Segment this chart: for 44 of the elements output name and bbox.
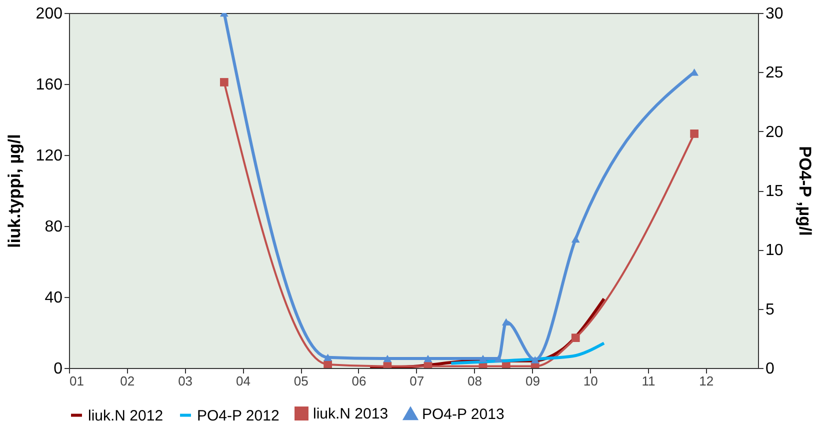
x-tick-label: 01: [70, 374, 84, 388]
legend-label: PO4-P 2013: [422, 406, 504, 423]
x-tick-label: 11: [642, 374, 656, 388]
y2-tick-label: 0: [766, 360, 774, 378]
x-tick-label: 03: [178, 374, 193, 388]
x-tick-label: 08: [468, 374, 482, 388]
x-tick-label: 04: [236, 374, 250, 388]
point: [494, 354, 503, 362]
y-tick-label: 120: [36, 148, 63, 164]
x-tick-label: 07: [410, 374, 424, 388]
y2-tick-label: 10: [766, 242, 784, 260]
point: [324, 360, 332, 368]
x-tick-label: 02: [120, 374, 135, 388]
x-tick-label: 05: [294, 374, 308, 388]
y2-tick-label: 30: [766, 6, 784, 22]
point: [424, 354, 432, 362]
y2-tick-label: 25: [766, 64, 784, 82]
x-tick-label: 09: [525, 374, 540, 388]
y-tick-label: 0: [54, 360, 63, 378]
point: [383, 354, 392, 362]
x-tick-label: 06: [352, 374, 366, 388]
point: [502, 318, 510, 326]
y2-tick-label: 5: [766, 301, 774, 318]
line-series: [450, 342, 606, 365]
y2-tick-label: 15: [766, 183, 784, 200]
x-tick-label: 10: [583, 374, 598, 388]
y2-axis-title: PO4-P ,µg/l: [795, 146, 814, 236]
point: [478, 354, 488, 362]
x-tick-label: 12: [699, 374, 714, 388]
y-tick-label: 160: [36, 76, 63, 94]
point: [690, 130, 698, 138]
legend-label: PO4-P 2012: [197, 407, 280, 424]
legend-label: liuk.N 2013: [313, 406, 388, 423]
point: [571, 235, 580, 243]
point: [324, 354, 332, 361]
y-tick-label: 200: [36, 6, 63, 22]
y-axis-title: liuk.typpi, µg/l: [4, 134, 24, 248]
legend-label: liuk.N 2012: [88, 407, 164, 424]
point: [571, 334, 580, 342]
y2-tick-label: 20: [766, 124, 784, 141]
point: [530, 356, 540, 364]
y-tick-label: 40: [44, 290, 63, 306]
point: [220, 78, 228, 86]
y-tick-label: 80: [44, 218, 63, 236]
